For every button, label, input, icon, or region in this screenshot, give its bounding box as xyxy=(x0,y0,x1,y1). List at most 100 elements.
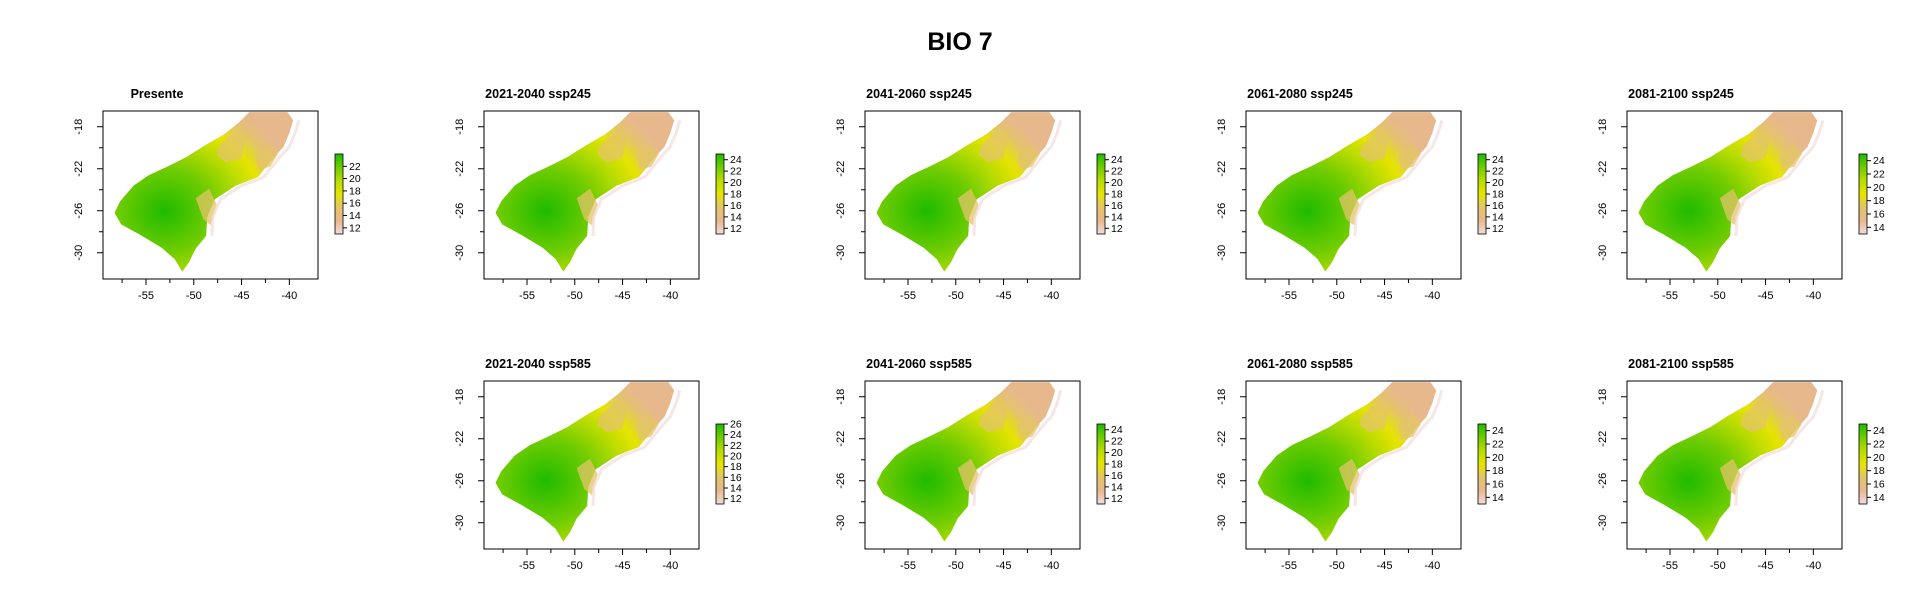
x-tick-label: -40 xyxy=(1043,560,1059,572)
x-tick-label: -50 xyxy=(567,290,583,302)
map-dry-area xyxy=(597,400,627,433)
panel-frame xyxy=(864,110,1081,280)
y-tick-label: -18 xyxy=(454,119,466,135)
legend-colorbar xyxy=(1477,153,1487,235)
legend-colorbar xyxy=(1477,423,1487,505)
legend-tick-label: 14 xyxy=(1492,492,1504,504)
map-dry-area xyxy=(576,188,598,226)
x-tick-label: -45 xyxy=(996,290,1012,302)
x-tick-label: -55 xyxy=(1662,560,1678,572)
map-coastal-fringe xyxy=(591,389,682,506)
legend-tick-label: 20 xyxy=(1873,452,1885,464)
y-tick-label: -18 xyxy=(835,389,847,405)
y-tick-label: -26 xyxy=(1597,473,1609,489)
map-dry-area xyxy=(1016,413,1040,440)
panel-title: 2061-2080 ssp245 xyxy=(1247,87,1353,101)
legend-tick-label: 20 xyxy=(1492,177,1504,189)
legend-tick-label: 16 xyxy=(730,472,742,484)
map-raster xyxy=(1257,382,1437,542)
legend-colorbar xyxy=(1096,153,1106,235)
y-tick-label: -26 xyxy=(73,203,85,219)
panel-title: 2041-2060 ssp245 xyxy=(866,87,972,101)
y-tick-label: -18 xyxy=(1597,119,1609,135)
legend-tick-label: 14 xyxy=(1111,211,1123,223)
y-tick-label: -18 xyxy=(73,119,85,135)
panel-frame xyxy=(1626,110,1843,280)
legend-colorbar xyxy=(1096,423,1106,505)
legend-tick-label: 20 xyxy=(1111,177,1123,189)
legend-tick-label: 16 xyxy=(730,200,742,212)
legend-colorbar xyxy=(715,153,725,235)
legend-tick-label: 18 xyxy=(1111,189,1123,201)
x-tick-label: -40 xyxy=(662,290,678,302)
y-tick-label: -30 xyxy=(1216,515,1228,531)
legend-colorbar xyxy=(1858,423,1868,505)
y-tick-label: -22 xyxy=(835,161,847,177)
legend-tick-label: 12 xyxy=(1111,223,1123,235)
panel-frame xyxy=(102,110,319,280)
legend-tick-label: 18 xyxy=(1492,465,1504,477)
legend-tick-label: 24 xyxy=(1492,425,1504,437)
x-tick-label: -40 xyxy=(662,560,678,572)
legend-tick-label: 22 xyxy=(1111,166,1123,178)
x-tick-label: -50 xyxy=(1329,560,1345,572)
map-dry-area xyxy=(1778,413,1802,440)
legend-tick-label: 12 xyxy=(1111,493,1123,505)
panel-frame xyxy=(1626,380,1843,550)
legend-tick-label: 26 xyxy=(730,419,742,431)
legend-tick-label: 18 xyxy=(1873,195,1885,207)
map-panel: 2081-2100 ssp585 -55 -50 -45 -40 -18 -22 -26 -30… xyxy=(1597,357,1885,572)
map-coastal-fringe xyxy=(1353,389,1444,506)
y-tick-label: -18 xyxy=(454,389,466,405)
x-tick-label: -40 xyxy=(1424,290,1440,302)
x-tick-label: -45 xyxy=(234,290,250,302)
legend-tick-label: 24 xyxy=(730,154,742,166)
map-raster xyxy=(1638,112,1818,272)
y-tick-label: -30 xyxy=(73,245,85,261)
y-tick-label: -22 xyxy=(1216,431,1228,447)
map-dry-area xyxy=(1397,143,1421,170)
y-tick-label: -22 xyxy=(454,161,466,177)
legend-tick-label: 20 xyxy=(1492,452,1504,464)
legend-tick-label: 20 xyxy=(730,451,742,463)
y-tick-label: -26 xyxy=(1216,203,1228,219)
map-dry-area xyxy=(978,400,1008,433)
legend-tick-label: 18 xyxy=(349,185,361,197)
panel-frame xyxy=(864,380,1081,550)
legend-tick-label: 12 xyxy=(349,222,361,234)
x-tick-label: -40 xyxy=(1805,560,1821,572)
y-tick-label: -30 xyxy=(1597,245,1609,261)
map-dry-area xyxy=(1338,458,1360,496)
x-tick-label: -40 xyxy=(1424,560,1440,572)
legend-tick-label: 20 xyxy=(349,173,361,185)
y-tick-label: -22 xyxy=(835,431,847,447)
legend-tick-label: 16 xyxy=(1111,470,1123,482)
legend-tick-label: 14 xyxy=(730,483,742,495)
map-panel: 2061-2080 ssp585 -55 -50 -45 -40 -18 -22 -26 -30… xyxy=(1216,357,1504,572)
figure-title: BIO 7 xyxy=(927,28,993,56)
map-raster xyxy=(876,382,1056,542)
legend-tick-label: 16 xyxy=(349,198,361,210)
legend-tick-label: 22 xyxy=(730,166,742,178)
y-tick-label: -22 xyxy=(1216,161,1228,177)
x-tick-label: -45 xyxy=(996,560,1012,572)
panel-frame xyxy=(483,110,700,280)
y-tick-label: -26 xyxy=(454,203,466,219)
map-dry-area xyxy=(1359,400,1389,433)
legend-tick-label: 18 xyxy=(730,461,742,473)
panel-title: 2021-2040 ssp245 xyxy=(485,87,591,101)
panel-title: 2061-2080 ssp585 xyxy=(1247,357,1353,371)
x-tick-label: -55 xyxy=(519,290,535,302)
legend-tick-label: 14 xyxy=(1111,481,1123,493)
y-tick-label: -30 xyxy=(1597,515,1609,531)
x-tick-label: -50 xyxy=(1710,560,1726,572)
map-dry-area xyxy=(597,130,627,163)
map-dry-area xyxy=(254,143,278,170)
map-dry-area xyxy=(957,188,979,226)
x-tick-label: -50 xyxy=(948,290,964,302)
map-dry-area xyxy=(576,458,598,496)
map-raster xyxy=(1257,112,1437,272)
legend-colorbar xyxy=(1858,153,1868,235)
x-tick-label: -55 xyxy=(900,290,916,302)
legend-tick-label: 24 xyxy=(730,429,742,441)
